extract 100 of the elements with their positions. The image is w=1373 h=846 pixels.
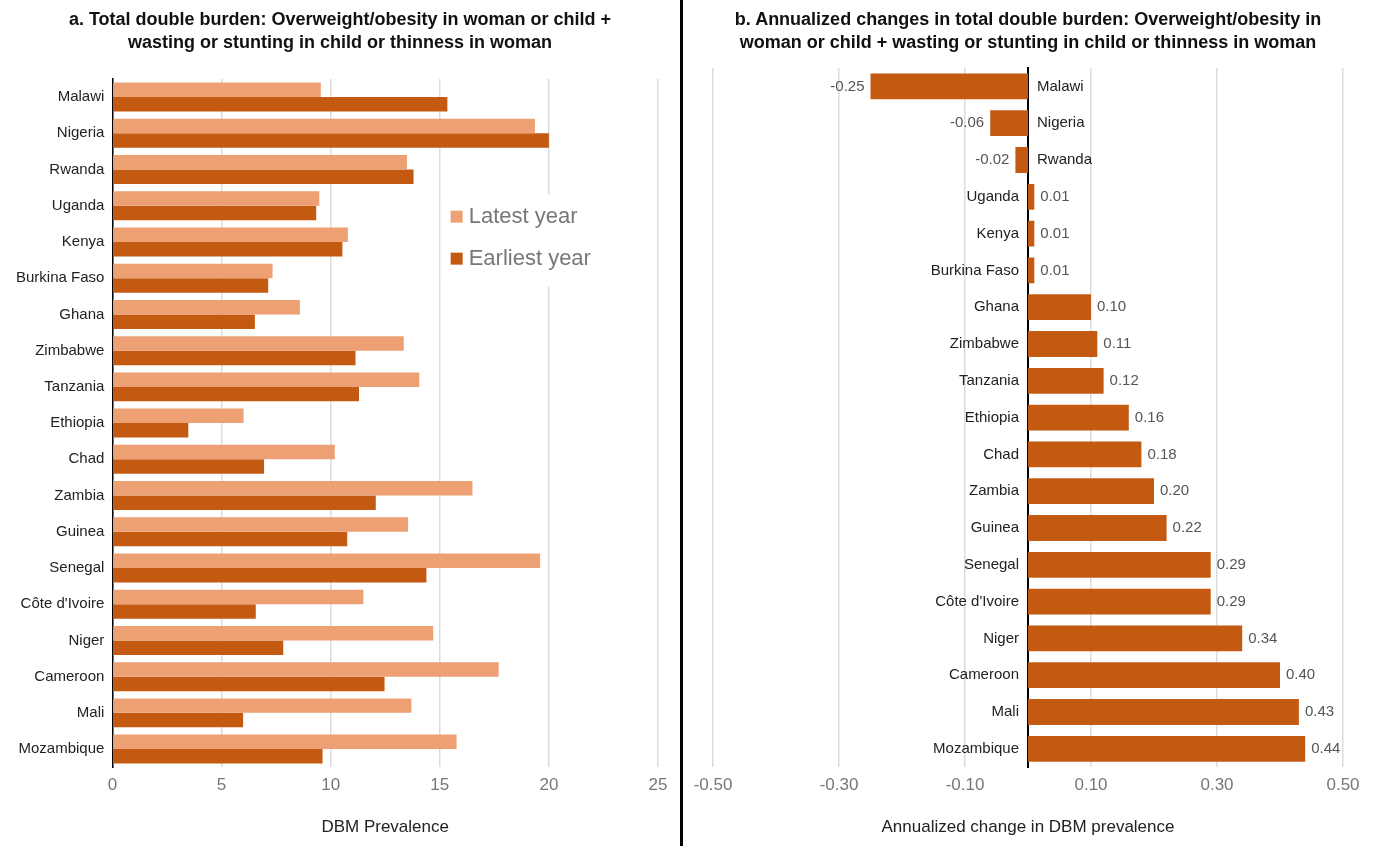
data-label: 0.20 bbox=[1160, 481, 1190, 499]
x-tick-label: 0.30 bbox=[1200, 775, 1234, 795]
y-tick-label: Zambia bbox=[968, 481, 1020, 499]
bar bbox=[113, 408, 244, 424]
bar bbox=[113, 481, 473, 496]
legend-label: Latest year bbox=[468, 202, 578, 228]
data-label: 0.34 bbox=[1248, 628, 1278, 646]
bar bbox=[1028, 441, 1142, 468]
x-tick-label: -0.50 bbox=[693, 775, 733, 795]
bar bbox=[1028, 588, 1211, 615]
y-tick-label: Cameroon bbox=[948, 665, 1019, 683]
bar bbox=[113, 604, 256, 619]
data-label: -0.06 bbox=[950, 113, 985, 131]
bar bbox=[1028, 367, 1104, 394]
bar bbox=[113, 336, 404, 351]
bar bbox=[113, 698, 412, 713]
y-tick-label: Mozambique bbox=[933, 738, 1019, 756]
y-tick-label: Ethiopia bbox=[50, 413, 106, 431]
y-tick-label: Chad bbox=[68, 449, 105, 467]
x-tick-label: 10 bbox=[321, 775, 341, 795]
y-tick-label: Zimbabwe bbox=[35, 340, 105, 358]
bar bbox=[113, 444, 335, 460]
data-label: -0.02 bbox=[975, 150, 1010, 168]
y-tick-label: Nigeria bbox=[56, 123, 106, 141]
x-tick-label: 15 bbox=[430, 775, 450, 795]
data-label: 0.01 bbox=[1040, 223, 1070, 241]
y-tick-label: Kenya bbox=[61, 232, 106, 250]
bar bbox=[1028, 625, 1243, 652]
data-label: 0.40 bbox=[1286, 665, 1316, 683]
bar bbox=[113, 459, 265, 474]
x-tick-label: 0.10 bbox=[1074, 775, 1108, 795]
data-label: 0.10 bbox=[1097, 297, 1127, 315]
y-tick-label: Guinea bbox=[56, 521, 106, 539]
bar bbox=[113, 625, 434, 641]
x-tick-label: 0.50 bbox=[1326, 775, 1360, 795]
data-label: -0.25 bbox=[830, 76, 865, 94]
data-label: 0.44 bbox=[1311, 738, 1341, 756]
bar bbox=[113, 118, 535, 134]
y-tick-label: Mali bbox=[76, 703, 105, 721]
bar bbox=[113, 278, 269, 293]
y-tick-label: Senegal bbox=[49, 558, 105, 576]
bar bbox=[1028, 735, 1306, 762]
data-label: 0.12 bbox=[1109, 370, 1139, 388]
bar bbox=[113, 82, 321, 98]
chart-title: a. Total double burden: Overweight/obesity in woman or child + wasting or stunting in child or thinness in woman bbox=[67, 8, 613, 54]
bar bbox=[113, 97, 448, 112]
y-tick-label: Niger bbox=[68, 630, 105, 648]
data-label: 0.43 bbox=[1304, 702, 1335, 720]
y-tick-label: Tanzania bbox=[958, 370, 1020, 388]
y-tick-label: Zambia bbox=[54, 485, 106, 503]
y-tick-label: Mozambique bbox=[18, 739, 105, 757]
bar bbox=[113, 263, 273, 279]
y-tick-label: Burkina Faso bbox=[16, 268, 105, 286]
bar bbox=[113, 133, 549, 148]
y-tick-label: Cameroon bbox=[34, 666, 105, 684]
x-tick-label: -0.10 bbox=[945, 775, 985, 795]
y-tick-label: Côte d'Ivoire bbox=[935, 591, 1019, 609]
y-tick-label: Ghana bbox=[59, 304, 106, 322]
bar bbox=[113, 169, 414, 185]
bar bbox=[1028, 331, 1098, 357]
data-label: 0.22 bbox=[1172, 518, 1202, 536]
bar bbox=[113, 662, 499, 677]
bar bbox=[113, 531, 348, 547]
bar bbox=[113, 350, 356, 366]
bar bbox=[113, 640, 284, 655]
bar bbox=[1028, 257, 1035, 284]
y-tick-label: Zimbabwe bbox=[949, 334, 1019, 352]
data-label: 0.11 bbox=[1103, 334, 1132, 352]
y-tick-label: Chad bbox=[983, 444, 1019, 462]
data-label: 0.29 bbox=[1216, 591, 1246, 609]
bar bbox=[113, 227, 348, 242]
bar bbox=[113, 495, 376, 511]
bar bbox=[1028, 699, 1299, 725]
y-tick-label: Malawi bbox=[57, 87, 105, 105]
bar bbox=[113, 299, 300, 315]
bar bbox=[113, 372, 420, 387]
y-tick-label: Tanzania bbox=[44, 377, 106, 395]
y-tick-label: Nigeria bbox=[1037, 113, 1086, 131]
bar bbox=[1028, 404, 1129, 431]
y-tick-label: Uganda bbox=[51, 195, 106, 213]
data-label: 0.01 bbox=[1040, 186, 1070, 204]
y-tick-label: Niger bbox=[983, 628, 1019, 646]
bar bbox=[113, 423, 189, 438]
bar bbox=[113, 589, 364, 605]
bar bbox=[1028, 662, 1280, 689]
data-label: 0.16 bbox=[1134, 407, 1164, 425]
bar bbox=[990, 110, 1028, 137]
bar bbox=[113, 517, 409, 532]
bar bbox=[1028, 515, 1167, 541]
bar bbox=[1028, 183, 1035, 210]
y-tick-label: Ghana bbox=[973, 297, 1020, 315]
y-tick-label: Rwanda bbox=[49, 159, 106, 177]
bar bbox=[113, 567, 427, 583]
chart-title: b. Annualized changes in total double burden: Overweight/obesity in woman or child + wasting or stunting in child or thinness in woman bbox=[733, 8, 1323, 54]
y-tick-label: Côte d'Ivoire bbox=[20, 594, 105, 612]
x-tick-label: 0 bbox=[107, 775, 118, 795]
bar bbox=[113, 734, 457, 750]
data-label: 0.29 bbox=[1216, 554, 1246, 572]
x-axis-title: Annualized change in DBM prevalence bbox=[881, 817, 1175, 837]
x-tick-label: 20 bbox=[539, 775, 559, 795]
